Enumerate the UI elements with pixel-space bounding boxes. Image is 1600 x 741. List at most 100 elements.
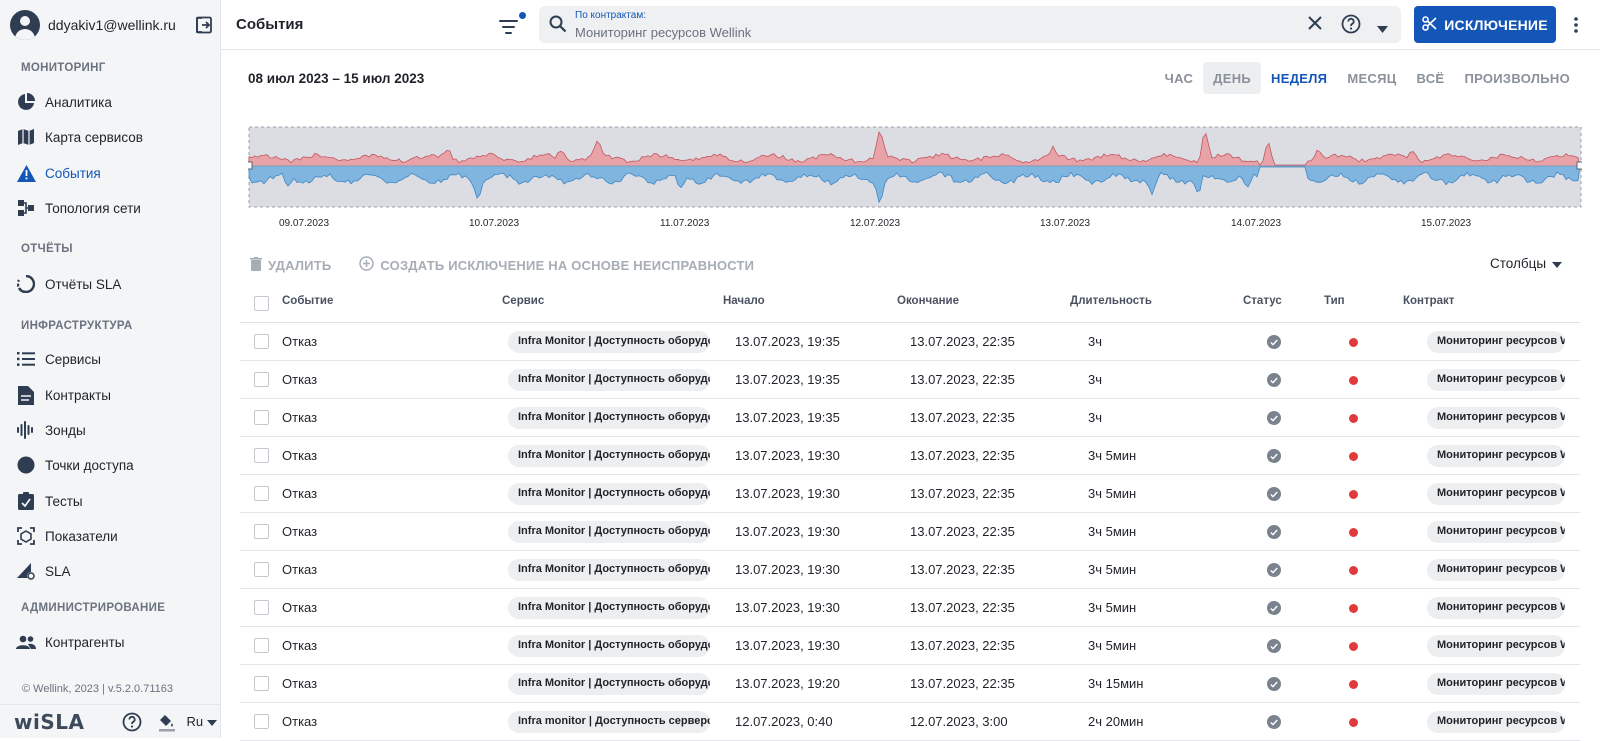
- clear-icon[interactable]: [1307, 15, 1323, 36]
- row-checkbox[interactable]: [254, 638, 269, 653]
- service-chip[interactable]: Infra Monitor | Доступность оборудования: [508, 369, 710, 391]
- period-week[interactable]: НЕДЕЛЯ: [1271, 70, 1328, 86]
- table-row[interactable]: Отказ Infra Monitor | Доступность оборудо…: [240, 513, 1580, 551]
- more-menu-icon[interactable]: [1566, 12, 1586, 38]
- table-row[interactable]: Отказ Infra Monitor | Доступность оборудо…: [240, 323, 1580, 361]
- avatar[interactable]: [10, 10, 40, 40]
- table-row[interactable]: Отказ Infra Monitor | Доступность оборудо…: [240, 475, 1580, 513]
- sidebar-item-services[interactable]: Сервисы: [0, 342, 220, 376]
- table-row[interactable]: Отказ Infra Monitor | Доступность оборудо…: [240, 551, 1580, 589]
- table-row[interactable]: Отказ Infra Monitor | Доступность оборудо…: [240, 665, 1580, 703]
- period-day[interactable]: ДЕНЬ: [1203, 62, 1262, 94]
- service-chip[interactable]: Infra Monitor | Доступность оборудования: [508, 521, 710, 543]
- exclusion-button[interactable]: ИСКЛЮЧЕНИЕ: [1414, 6, 1556, 43]
- service-chip[interactable]: Infra monitor | Доступность серверов: [508, 711, 710, 733]
- column-type[interactable]: Тип: [1324, 295, 1345, 307]
- row-checkbox[interactable]: [254, 486, 269, 501]
- failure-type-dot: [1349, 452, 1358, 461]
- column-start[interactable]: Начало: [723, 295, 765, 307]
- row-checkbox[interactable]: [254, 410, 269, 425]
- sidebar-item-sla-reports[interactable]: Отчёты SLA: [0, 267, 220, 301]
- contract-chip[interactable]: Мониторинг ресурсов Wellink: [1427, 521, 1565, 543]
- sidebar-item-probes[interactable]: Зонды: [0, 413, 220, 447]
- contract-chip[interactable]: Мониторинг ресурсов Wellink: [1427, 673, 1565, 695]
- end-cell: 13.07.2023, 22:35: [910, 486, 1015, 501]
- sidebar-item-topology[interactable]: Топология сети: [0, 191, 220, 225]
- service-chip[interactable]: Infra Monitor | Доступность оборудования: [508, 635, 710, 657]
- sidebar-item-sla[interactable]: SLA: [0, 554, 220, 588]
- sidebar-item-metrics[interactable]: Показатели: [0, 519, 220, 553]
- column-service[interactable]: Сервис: [502, 295, 545, 307]
- user-block[interactable]: ddyakiv1@wellink.ru: [10, 9, 215, 41]
- contract-chip[interactable]: Мониторинг ресурсов Wellink: [1427, 711, 1565, 733]
- row-checkbox[interactable]: [254, 600, 269, 615]
- timeline-chart[interactable]: [248, 124, 1582, 236]
- sidebar-item-access-points[interactable]: Точки доступа: [0, 448, 220, 482]
- table-row[interactable]: Отказ Infra Monitor | Доступность оборудо…: [240, 437, 1580, 475]
- exclusion-button-label: ИСКЛЮЧЕНИЕ: [1444, 16, 1548, 33]
- period-selector: ЧАС ДЕНЬ НЕДЕЛЯ МЕСЯЦ ВСЁ ПРОИЗВОЛЬНО: [1155, 62, 1580, 94]
- end-cell: 13.07.2023, 22:35: [910, 600, 1015, 615]
- select-all-checkbox[interactable]: [254, 296, 269, 311]
- sidebar-item-events[interactable]: События: [0, 156, 220, 190]
- start-cell: 13.07.2023, 19:30: [735, 524, 840, 539]
- column-status[interactable]: Статус: [1243, 295, 1282, 307]
- caret-down-icon[interactable]: [1377, 20, 1388, 38]
- search-field[interactable]: По контрактам: Мониторинг ресурсов Welli…: [539, 6, 1401, 43]
- help-icon[interactable]: [1341, 14, 1361, 39]
- table-row[interactable]: Отказ Infra Monitor | Доступность оборудо…: [240, 627, 1580, 665]
- contract-chip[interactable]: Мониторинг ресурсов Wellink: [1427, 369, 1565, 391]
- service-chip[interactable]: Infra Monitor | Доступность оборудования: [508, 673, 710, 695]
- row-checkbox[interactable]: [254, 334, 269, 349]
- period-all[interactable]: ВСЁ: [1416, 70, 1445, 86]
- create-exclusion-button[interactable]: СОЗДАТЬ ИСКЛЮЧЕНИЕ НА ОСНОВЕ НЕИСПРАВНОС…: [359, 256, 754, 274]
- table-row[interactable]: Отказ Infra monitor | Доступность серверо…: [240, 703, 1580, 741]
- delete-button[interactable]: УДАЛИТЬ: [250, 256, 331, 274]
- row-checkbox[interactable]: [254, 372, 269, 387]
- table-row[interactable]: Отказ Infra Monitor | Доступность оборудо…: [240, 361, 1580, 399]
- row-checkbox[interactable]: [254, 676, 269, 691]
- check-circle-icon: [1267, 525, 1281, 539]
- table-row[interactable]: Отказ Infra Monitor | Доступность оборудо…: [240, 589, 1580, 627]
- period-month[interactable]: МЕСЯЦ: [1347, 70, 1397, 86]
- contract-chip[interactable]: Мониторинг ресурсов Wellink: [1427, 445, 1565, 467]
- period-custom[interactable]: ПРОИЗВОЛЬНО: [1464, 70, 1570, 86]
- sidebar-item-counterparties[interactable]: Контрагенты: [0, 625, 220, 659]
- row-checkbox[interactable]: [254, 524, 269, 539]
- sidebar-item-tests[interactable]: Тесты: [0, 484, 220, 518]
- help-icon[interactable]: [122, 712, 142, 732]
- row-checkbox[interactable]: [254, 562, 269, 577]
- service-chip[interactable]: Infra Monitor | Доступность оборудования: [508, 559, 710, 581]
- service-chip[interactable]: Infra Monitor | Доступность оборудования: [508, 407, 710, 429]
- service-chip[interactable]: Infra Monitor | Доступность оборудования: [508, 483, 710, 505]
- column-duration[interactable]: Длительность: [1070, 295, 1152, 307]
- contract-chip[interactable]: Мониторинг ресурсов Wellink: [1427, 635, 1565, 657]
- contract-chip[interactable]: Мониторинг ресурсов Wellink: [1427, 559, 1565, 581]
- theme-icon[interactable]: [156, 711, 178, 733]
- period-hour[interactable]: ЧАС: [1164, 70, 1194, 86]
- service-chip[interactable]: Infra Monitor | Доступность оборудования: [508, 331, 710, 353]
- row-checkbox[interactable]: [254, 448, 269, 463]
- column-end[interactable]: Окончание: [897, 295, 960, 307]
- logout-icon[interactable]: [193, 14, 215, 36]
- search-value[interactable]: Мониторинг ресурсов Wellink: [575, 25, 752, 40]
- filter-button[interactable]: [498, 12, 526, 38]
- contract-chip[interactable]: Мониторинг ресурсов Wellink: [1427, 483, 1565, 505]
- contract-chip[interactable]: Мониторинг ресурсов Wellink: [1427, 331, 1565, 353]
- failure-type-dot: [1349, 642, 1358, 651]
- language-select[interactable]: Ru: [186, 714, 218, 729]
- sidebar-item-service-map[interactable]: Карта сервисов: [0, 120, 220, 154]
- sidebar-item-analytics[interactable]: Аналитика: [0, 85, 220, 119]
- column-event[interactable]: Событие: [282, 295, 334, 307]
- column-contract[interactable]: Контракт: [1403, 295, 1455, 307]
- columns-button[interactable]: Столбцы: [1490, 256, 1563, 271]
- row-checkbox[interactable]: [254, 714, 269, 729]
- sidebar-item-contracts[interactable]: Контракты: [0, 378, 220, 412]
- section-reports: ОТЧЁТЫ: [21, 243, 73, 255]
- table-row[interactable]: Отказ Infra Monitor | Доступность оборудо…: [240, 399, 1580, 437]
- contract-chip[interactable]: Мониторинг ресурсов Wellink: [1427, 407, 1565, 429]
- contract-chip[interactable]: Мониторинг ресурсов Wellink: [1427, 597, 1565, 619]
- search-icon: [549, 15, 567, 38]
- service-chip[interactable]: Infra Monitor | Доступность оборудования: [508, 445, 710, 467]
- service-chip[interactable]: Infra Monitor | Доступность оборудования: [508, 597, 710, 619]
